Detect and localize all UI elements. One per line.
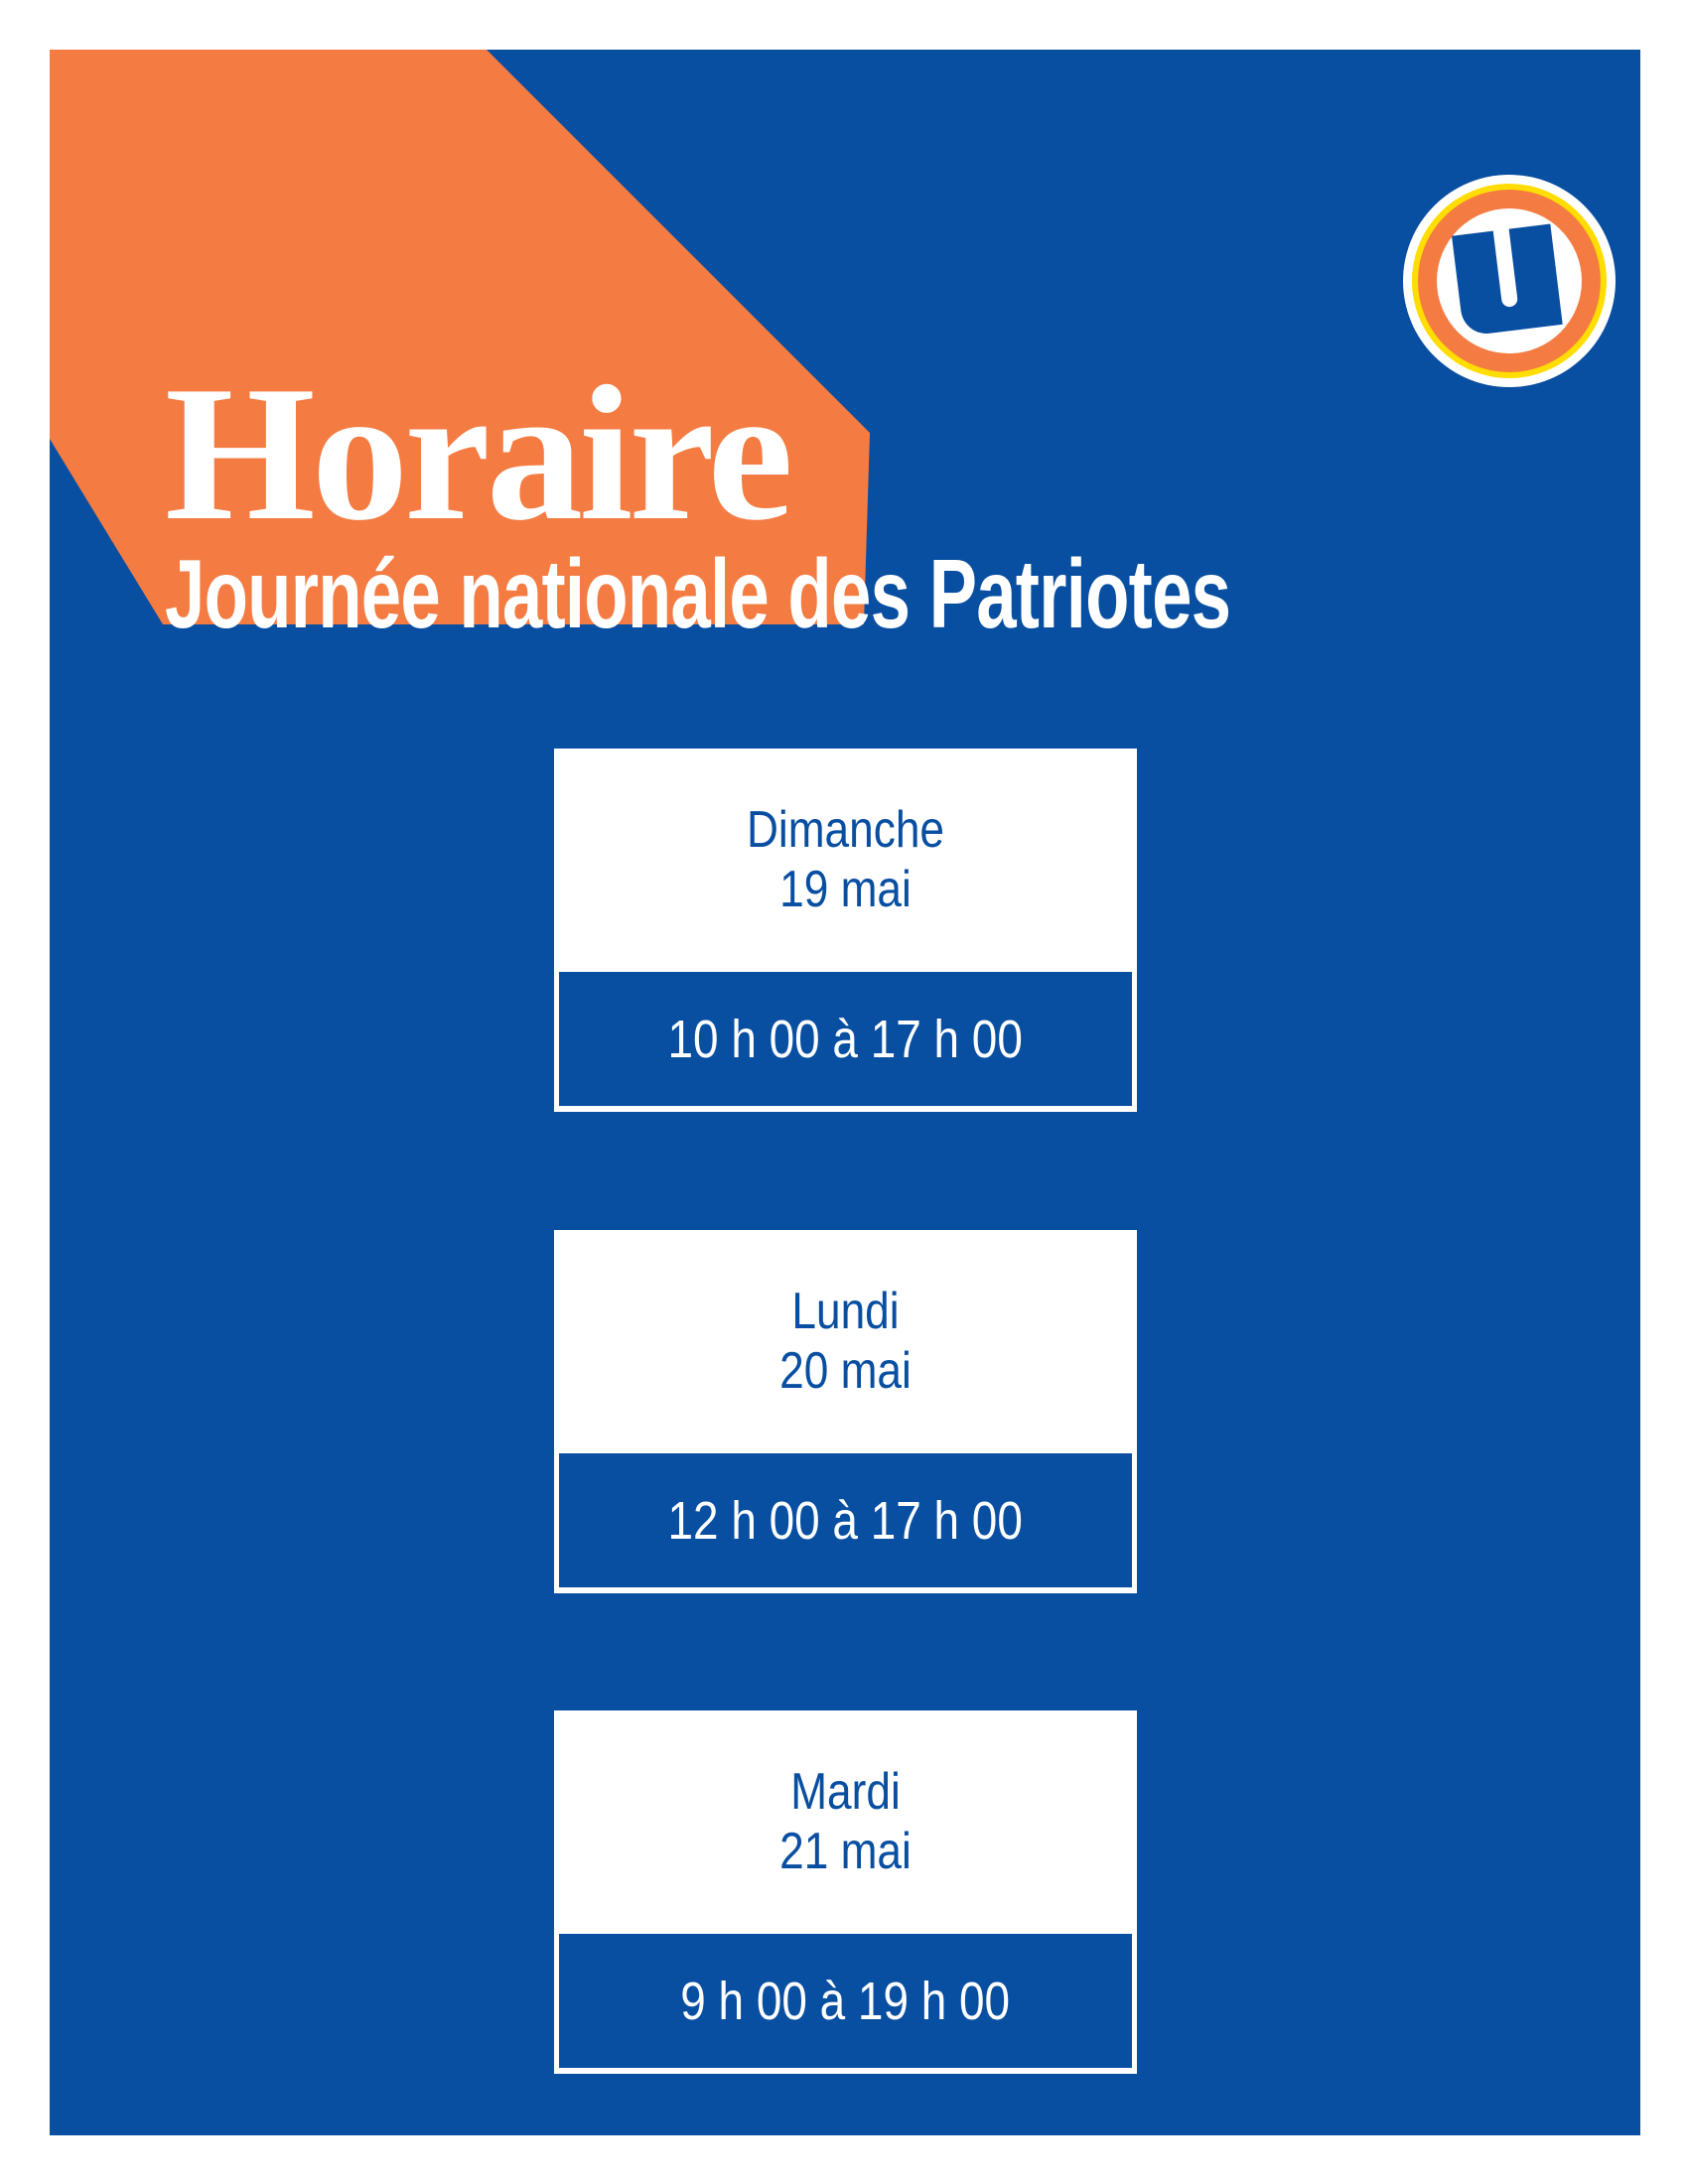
card-date: Mardi 21 mai	[554, 1762, 1137, 1881]
hours-label: 10 h 00 à 17 h 00	[667, 1009, 1024, 1069]
date-label: 21 mai	[779, 1823, 912, 1880]
day-label: Dimanche	[746, 801, 944, 859]
day-label: Lundi	[791, 1283, 900, 1340]
date-label: 19 mai	[779, 861, 912, 918]
schedule-card: Lundi 20 mai 12 h 00 à 17 h 00	[554, 1230, 1137, 1593]
hours-box: 12 h 00 à 17 h 00	[559, 1453, 1132, 1587]
day-label: Mardi	[790, 1763, 901, 1821]
schedule-card: Dimanche 19 mai 10 h 00 à 17 h 00	[554, 749, 1137, 1112]
hours-label: 12 h 00 à 17 h 00	[667, 1490, 1024, 1551]
hours-label: 9 h 00 à 19 h 00	[680, 1971, 1011, 2031]
hours-box: 10 h 00 à 17 h 00	[559, 972, 1132, 1106]
page-title: Horaire	[165, 346, 793, 561]
card-date: Lundi 20 mai	[554, 1282, 1137, 1401]
u-logo-icon	[1403, 175, 1616, 387]
card-date: Dimanche 19 mai	[554, 800, 1137, 919]
schedule-card: Mardi 21 mai 9 h 00 à 19 h 00	[554, 1710, 1137, 2074]
orange-stripe	[50, 50, 870, 624]
page-subtitle: Journée nationale des Patriotes	[165, 539, 1231, 648]
date-label: 20 mai	[779, 1342, 912, 1400]
hours-box: 9 h 00 à 19 h 00	[559, 1934, 1132, 2068]
poster-panel: Horaire Journée nationale des Patriotes …	[50, 50, 1640, 2135]
